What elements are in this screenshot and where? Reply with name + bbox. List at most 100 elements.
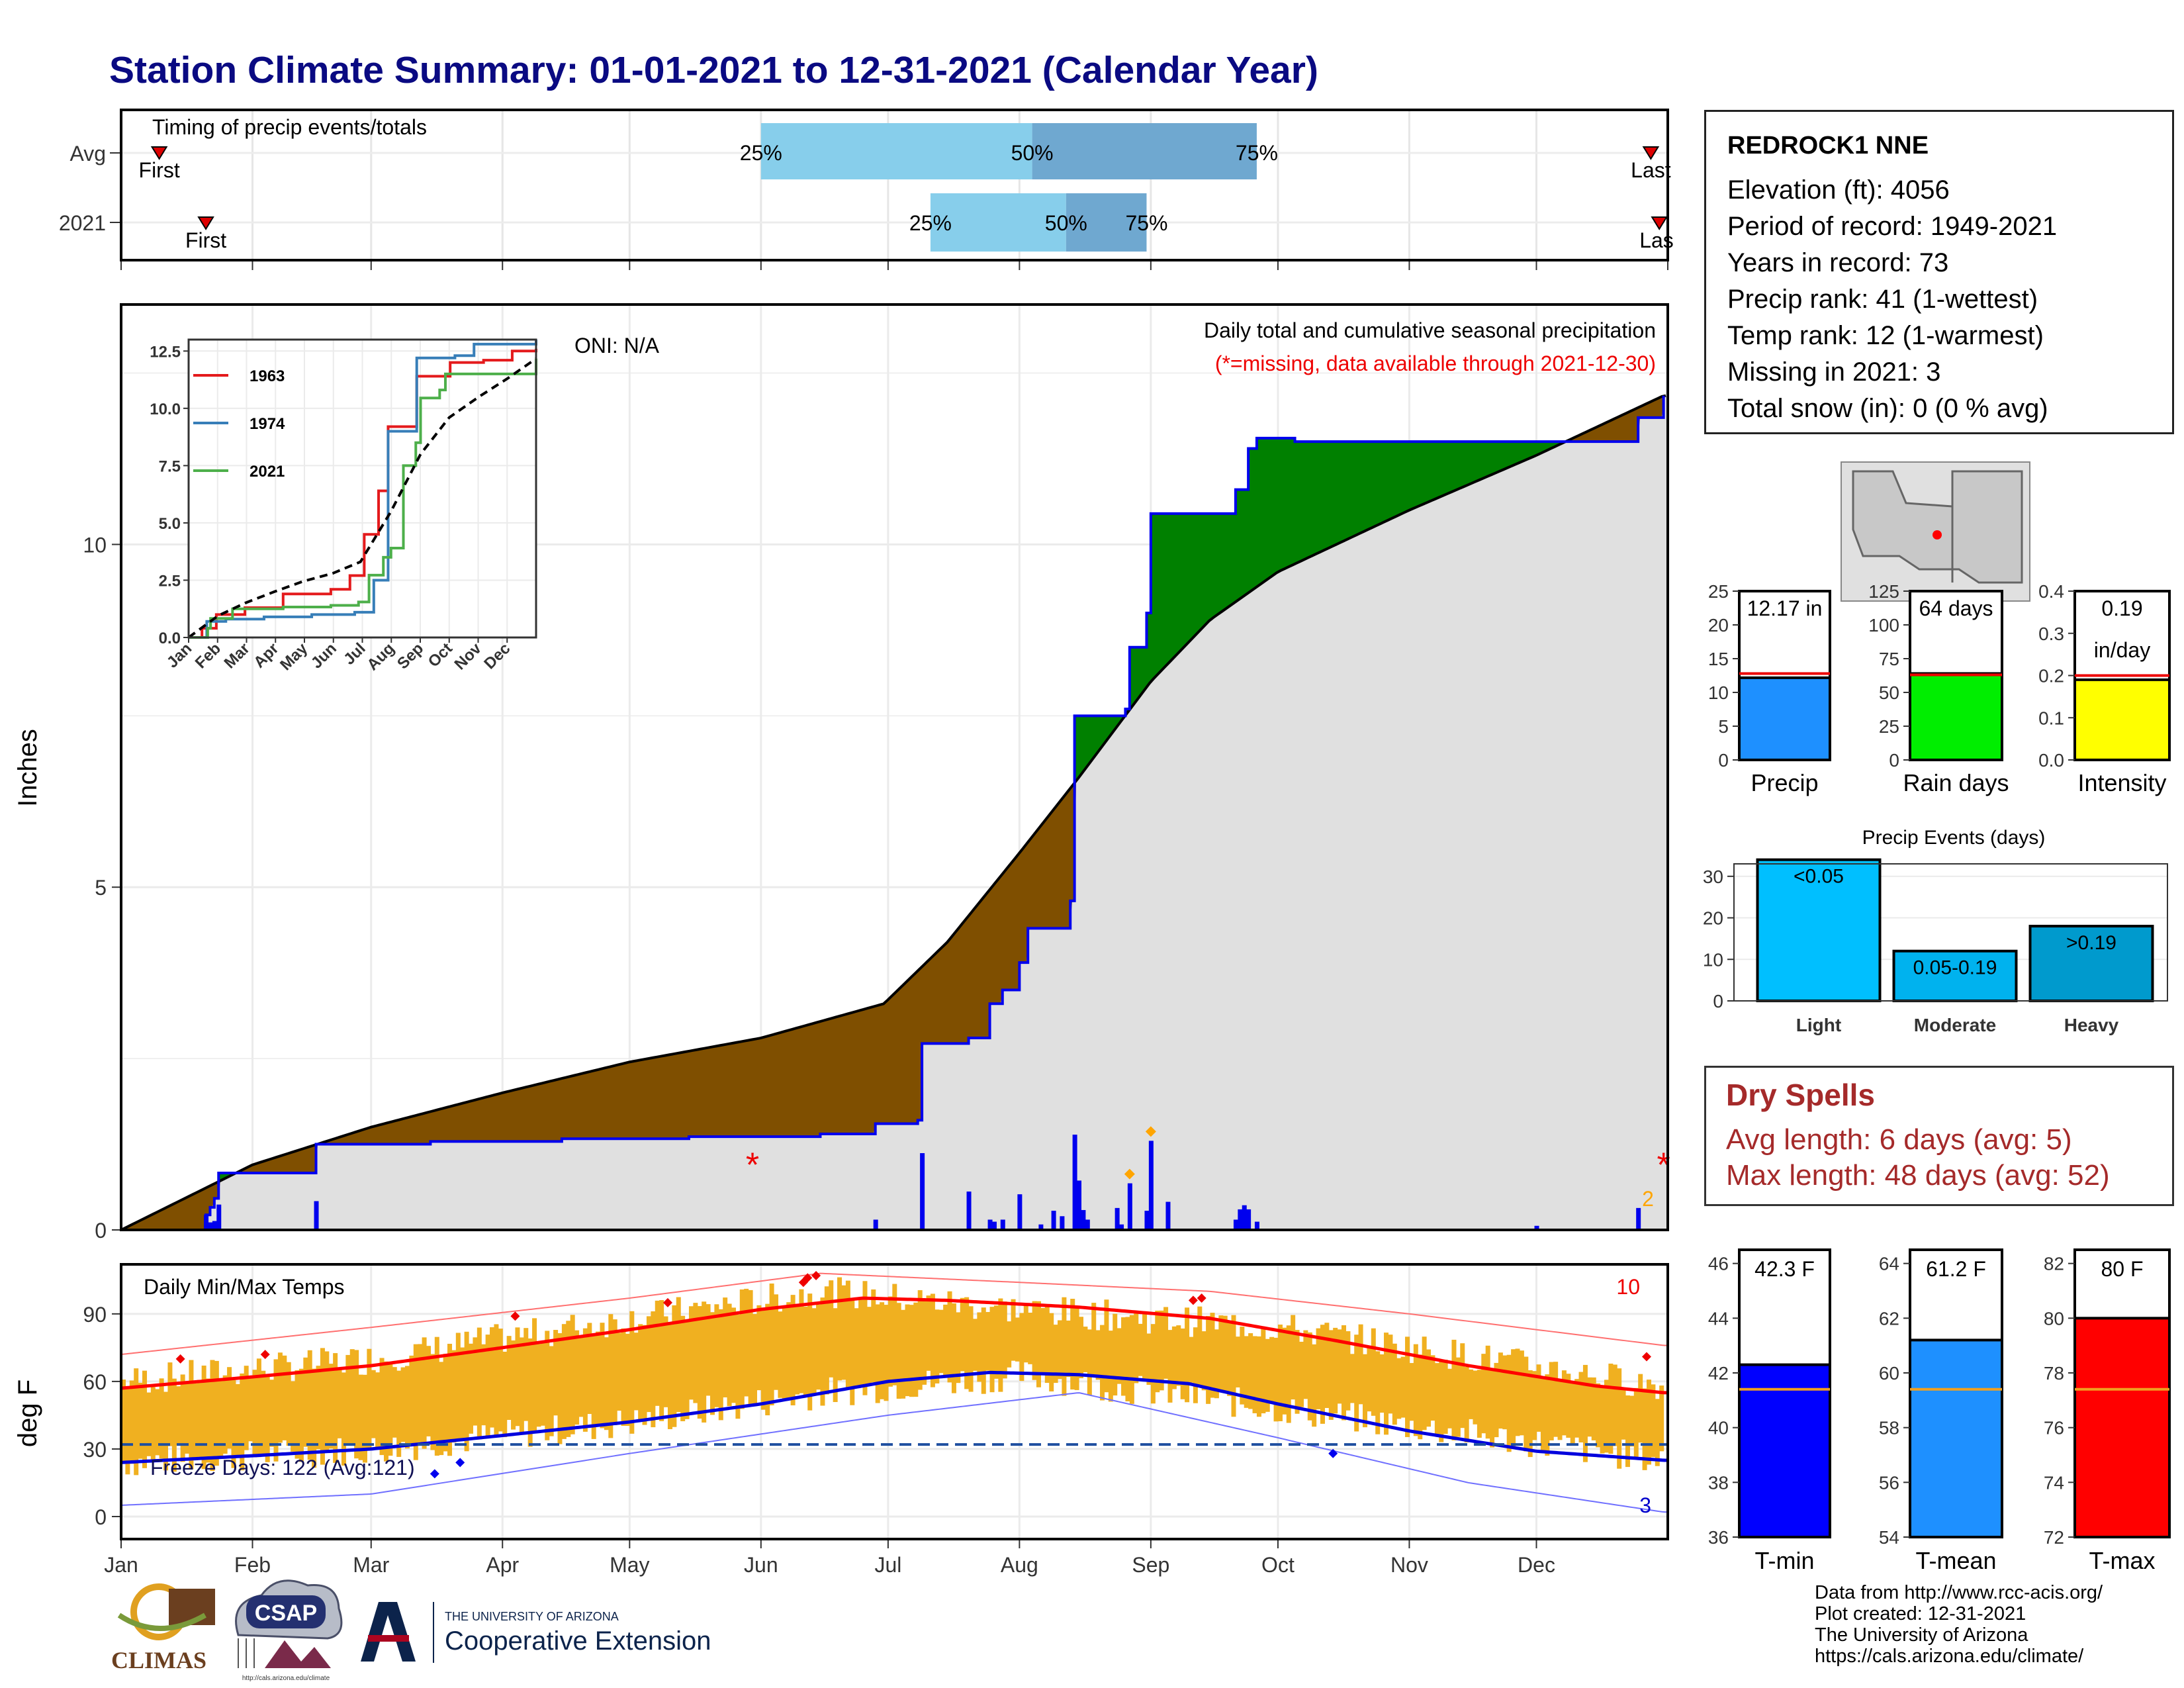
timing-2021-first-marker <box>197 216 214 230</box>
temp-day-bar <box>943 1304 948 1378</box>
temp-summary-bar <box>1738 1363 1831 1539</box>
temp-day-bar <box>138 1382 143 1459</box>
temp-day-bar <box>774 1294 779 1390</box>
temp-day-bar <box>540 1342 545 1426</box>
daily-precip-bar <box>873 1219 878 1230</box>
temp-day-bar <box>1561 1370 1567 1436</box>
avg-max-line <box>120 1296 1667 1395</box>
events-bars: 0 10 20 30 <0.05 Light 0.05-0.19 Moderate >0.19 H… <box>1703 858 2168 1035</box>
daily-precip-bar <box>1000 1219 1005 1230</box>
credit-data-source: Data from http://www.rcc-acis.org/ <box>1815 1582 2103 1603</box>
temp-day-bar <box>295 1370 300 1459</box>
timing-row-label-avg: Avg <box>69 142 106 165</box>
daily-precip-bar <box>1165 1201 1171 1230</box>
temp-day-bar <box>1570 1382 1575 1446</box>
temp-day-bar <box>850 1299 855 1405</box>
temp-day-bar <box>718 1309 723 1421</box>
temp-day-bar <box>282 1355 287 1440</box>
temp-summary-x-label: T-min <box>1755 1547 1815 1574</box>
temp-summary-y-tick-label: 38 <box>1708 1472 1729 1493</box>
temp-day-bar <box>443 1354 448 1452</box>
daily-precip-bar <box>1017 1194 1023 1230</box>
temp-day-bar <box>1023 1303 1028 1363</box>
temp-day-bar <box>909 1305 914 1397</box>
timing-bar-avg-upper <box>1032 123 1257 179</box>
month-tick-label: Aug <box>1001 1553 1038 1577</box>
timing-avg-p25: 25% <box>740 141 782 165</box>
temp-day-bar <box>875 1304 880 1403</box>
temp-day-bar <box>985 1311 991 1371</box>
temp-day-bar <box>1524 1356 1529 1452</box>
temp-day-bar <box>354 1350 359 1459</box>
temp-day-bar <box>1596 1383 1601 1448</box>
temp-day-bar <box>502 1351 508 1438</box>
temp-day-bar <box>490 1327 495 1428</box>
temp-day-bar <box>129 1380 134 1464</box>
daily-precip-bar <box>966 1192 972 1230</box>
temp-day-bar <box>752 1314 758 1405</box>
temp-day-bar <box>545 1331 550 1440</box>
timing-avg-last-marker <box>1642 146 1660 160</box>
temp-summary-y-tick-label: 64 <box>1879 1254 1899 1274</box>
temp-day-bar <box>231 1380 236 1468</box>
temp-day-bar <box>1371 1328 1376 1416</box>
temp-day-bar <box>185 1382 190 1454</box>
temp-day-bar <box>1324 1323 1330 1409</box>
inset-series-line <box>189 358 537 639</box>
timing-bar-2021-lower <box>930 193 1066 252</box>
temp-day-bar <box>578 1336 584 1417</box>
temp-day-bar <box>1248 1333 1253 1409</box>
temp-day-bar <box>1502 1355 1508 1430</box>
temp-day-bar <box>1036 1301 1041 1387</box>
precip-panel-subtitle: (*=missing, data available through 2021-… <box>1215 352 1656 375</box>
temp-day-bar <box>684 1321 690 1419</box>
temp-day-bar <box>1298 1341 1304 1407</box>
temp-day-bar <box>1375 1351 1381 1434</box>
temp-day-bar <box>320 1348 325 1465</box>
temp-day-bar <box>901 1309 906 1399</box>
temp-day-bar <box>1422 1336 1427 1430</box>
temp-day-bar <box>498 1329 503 1432</box>
temp-summary-value-label: 42.3 F <box>1754 1257 1815 1281</box>
temp-day-bar <box>303 1357 308 1447</box>
temp-day-bar <box>866 1307 872 1385</box>
temp-summary-y-tick-label: 42 <box>1708 1363 1729 1383</box>
temp-day-bar <box>553 1330 559 1416</box>
arizona-shape <box>1852 470 2023 584</box>
record-low-marker <box>430 1469 439 1479</box>
temp-day-bar <box>1091 1303 1097 1377</box>
temp-day-bar <box>633 1333 639 1411</box>
month-tick-label: Dec <box>1518 1553 1555 1577</box>
oni-label: ONI: N/A <box>574 334 660 357</box>
temp-day-bar <box>829 1280 834 1378</box>
temp-day-bar <box>1642 1388 1647 1470</box>
temp-day-bar <box>235 1383 240 1458</box>
timing-panel: 25% 50% 75% 25% 50% 75% First Last First… <box>59 109 1674 270</box>
temp-daily-range-bars <box>121 1277 1664 1476</box>
events-bar-label: <0.05 <box>1794 866 1844 888</box>
month-tick-label: Nov <box>1390 1553 1428 1577</box>
temp-day-bar <box>485 1335 490 1437</box>
inset-legend: 1963 1974 2021 <box>193 367 285 481</box>
temp-day-bar <box>349 1349 355 1446</box>
summary-bar <box>1909 672 2003 761</box>
temp-day-bar <box>1277 1324 1283 1422</box>
temp-day-bar <box>659 1300 664 1421</box>
record-high-marker <box>175 1354 185 1364</box>
temp-day-bar <box>362 1374 367 1463</box>
temp-y-tick-label: 90 <box>83 1303 107 1327</box>
temp-day-bar <box>1171 1326 1177 1389</box>
events-y-tick-label: 0 <box>1713 991 1723 1011</box>
temp-day-bar <box>286 1362 291 1446</box>
temp-day-bar <box>1426 1349 1432 1427</box>
temp-day-bar <box>261 1370 266 1457</box>
temp-day-bar <box>333 1353 338 1463</box>
temp-day-bar <box>820 1297 825 1406</box>
temp-day-bar <box>582 1328 588 1432</box>
summary-y-tick-label: 0.2 <box>2038 666 2064 686</box>
temp-day-bar <box>189 1360 194 1470</box>
temp-day-bar <box>1019 1313 1024 1382</box>
daily-precip-bars <box>204 1135 1641 1230</box>
inset-y-tick-label: 12.5 <box>150 343 181 361</box>
temp-day-bar <box>1167 1330 1173 1403</box>
